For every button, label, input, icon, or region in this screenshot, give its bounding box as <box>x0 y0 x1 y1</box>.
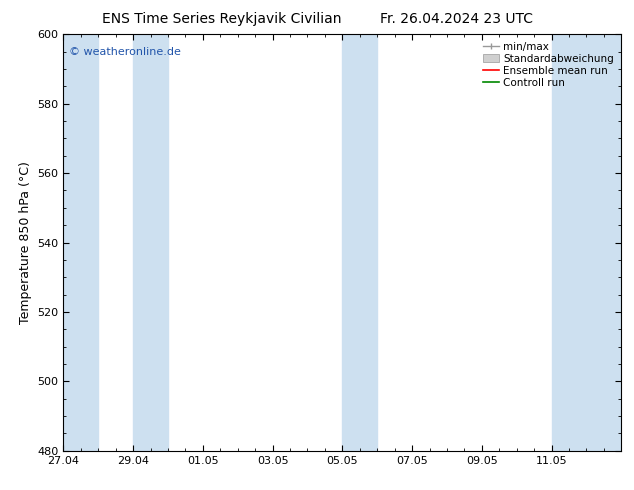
Text: ENS Time Series Reykjavik Civilian: ENS Time Series Reykjavik Civilian <box>102 12 342 26</box>
Text: © weatheronline.de: © weatheronline.de <box>69 47 181 57</box>
Bar <box>63 34 98 451</box>
Bar <box>342 34 377 451</box>
Text: Fr. 26.04.2024 23 UTC: Fr. 26.04.2024 23 UTC <box>380 12 533 26</box>
Bar <box>552 34 621 451</box>
Y-axis label: Temperature 850 hPa (°C): Temperature 850 hPa (°C) <box>19 161 32 324</box>
Legend: min/max, Standardabweichung, Ensemble mean run, Controll run: min/max, Standardabweichung, Ensemble me… <box>479 37 618 92</box>
Bar <box>133 34 168 451</box>
